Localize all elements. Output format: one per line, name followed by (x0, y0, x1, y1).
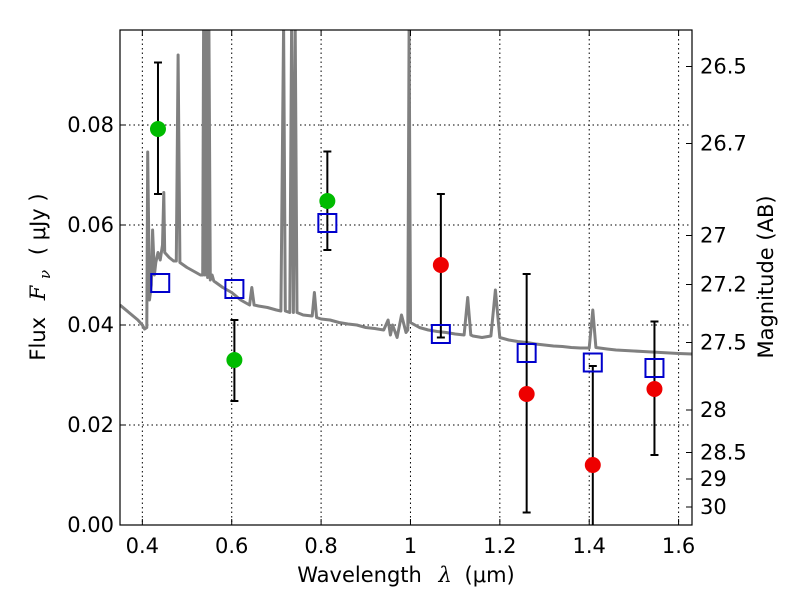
data-point (584, 457, 601, 473)
y2-axis-label: Magnitude (AB) (754, 195, 778, 358)
model-point (582, 352, 603, 373)
x-tick-label: 1.4 (573, 534, 606, 558)
plot-frame (119, 29, 693, 526)
y2-axis-ticks: 26.5 26.7 27 27.2 27.5 28 28.529 30 (686, 55, 747, 519)
x-axis-label: Wavelength λ (μm) (297, 563, 514, 587)
x-axis-label-main: Wavelength (297, 563, 422, 587)
y2-tick-label: 30 (700, 495, 727, 519)
x-tick-label: 0.8 (304, 534, 337, 558)
x-axis-label-lambda: λ (438, 563, 452, 587)
y-tick-label: 0.04 (67, 313, 114, 337)
y-axis-label-f: F (26, 284, 50, 301)
data-point (149, 121, 166, 137)
model-point (516, 343, 537, 363)
x-tick-label: 1 (404, 534, 417, 558)
y2-tick-label: 26.7 (700, 132, 747, 156)
y2-tick-label: 28.5 (700, 441, 747, 465)
y-axis-ticks: 0.00 0.02 0.04 0.06 0.08 (67, 113, 126, 537)
y-tick-label: 0.00 (67, 513, 114, 537)
y-axis-label-unit: ( μJy ) (26, 193, 50, 255)
data-markers (149, 121, 665, 473)
model-point (644, 358, 665, 378)
y-tick-label: 0.02 (67, 413, 114, 437)
y2-tick-label: 26.5 (700, 55, 747, 79)
y2-tick-label: 27.2 (700, 273, 747, 297)
x-tick-label: 1.2 (483, 534, 516, 558)
y2-tick-label: 28 (700, 398, 727, 422)
y2-tick-label: 29 (700, 467, 727, 491)
y-tick-label: 0.06 (67, 213, 114, 237)
x-tick-label: 0.6 (215, 534, 248, 558)
data-point (432, 257, 449, 273)
y-axis-label: Flux F ν ( μJy ) (26, 193, 55, 360)
x-axis-label-unit: (μm) (465, 563, 515, 587)
y2-tick-label: 27.5 (700, 331, 747, 355)
data-point (226, 352, 243, 368)
data-point (518, 386, 535, 402)
y-axis-label-sub: ν (36, 270, 54, 279)
model-point (150, 273, 171, 293)
model-point (430, 324, 451, 344)
x-axis-ticks: 0.4 0.6 0.8 1 1.2 1.4 1.6 (126, 30, 695, 558)
x-tick-label: 0.4 (126, 534, 159, 558)
model-point (224, 279, 245, 299)
data-point (646, 381, 663, 397)
data-point (319, 193, 336, 209)
y2-tick-label: 27 (700, 224, 727, 248)
x-tick-label: 1.6 (662, 534, 695, 558)
y-tick-label: 0.08 (67, 113, 114, 137)
y-axis-label-main: Flux (26, 317, 50, 361)
model-point (317, 213, 338, 233)
